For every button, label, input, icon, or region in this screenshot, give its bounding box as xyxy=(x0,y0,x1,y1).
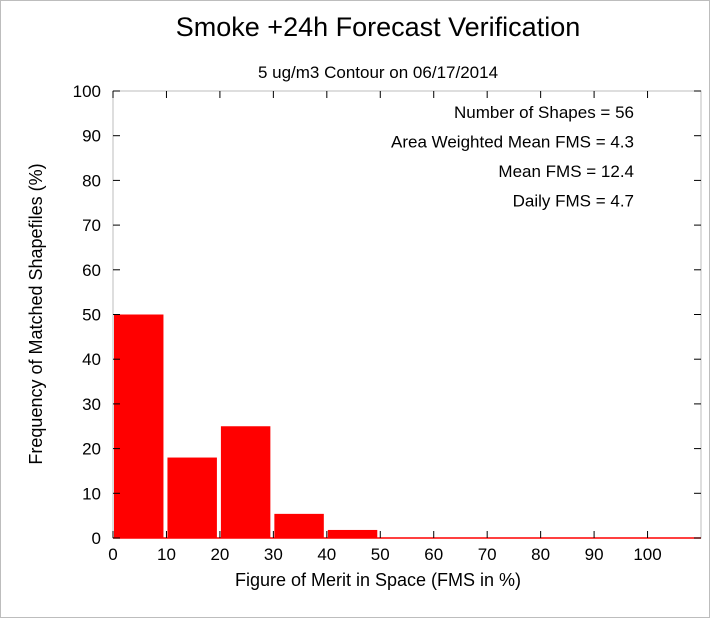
y-tick-label: 0 xyxy=(92,529,101,548)
y-tick-label: 80 xyxy=(82,171,101,190)
bars-group xyxy=(114,314,378,538)
stat-annotation: Number of Shapes = 56 xyxy=(454,103,634,122)
y-tick-label: 20 xyxy=(82,440,101,459)
y-axis-label: Frequency of Matched Shapefiles (%) xyxy=(26,163,46,464)
stats-annotations: Number of Shapes = 56 Area Weighted Mean … xyxy=(391,103,634,211)
x-tick-label: 40 xyxy=(317,545,336,564)
x-tick-label: 60 xyxy=(424,545,443,564)
chart-subtitle: 5 ug/m3 Contour on 06/17/2014 xyxy=(258,63,498,82)
x-ticks-group: 0 10 20 30 40 50 60 70 80 90 100 xyxy=(108,91,662,564)
stat-annotation: Daily FMS = 4.7 xyxy=(513,192,634,211)
y-tick-label: 30 xyxy=(82,395,101,414)
x-axis-label: Figure of Merit in Space (FMS in %) xyxy=(235,570,521,590)
histogram-bar xyxy=(167,457,217,538)
y-tick-label: 100 xyxy=(73,82,101,101)
x-tick-label: 100 xyxy=(633,545,661,564)
x-tick-label: 90 xyxy=(585,545,604,564)
x-tick-label: 70 xyxy=(478,545,497,564)
y-tick-label: 90 xyxy=(82,127,101,146)
x-tick-label: 20 xyxy=(210,545,229,564)
x-tick-label: 0 xyxy=(108,545,117,564)
y-ticks-group: 0 10 20 30 40 50 60 70 80 90 100 xyxy=(73,82,701,548)
x-tick-label: 50 xyxy=(371,545,390,564)
histogram-bar xyxy=(274,513,324,538)
x-tick-label: 80 xyxy=(531,545,550,564)
y-tick-label: 10 xyxy=(82,484,101,503)
stat-annotation: Mean FMS = 12.4 xyxy=(498,162,634,181)
stat-annotation: Area Weighted Mean FMS = 4.3 xyxy=(391,133,634,152)
x-tick-label: 10 xyxy=(157,545,176,564)
histogram-bar xyxy=(114,314,164,538)
y-tick-label: 50 xyxy=(82,306,101,325)
histogram-bar xyxy=(220,426,271,538)
chart-title: Smoke +24h Forecast Verification xyxy=(176,12,580,42)
y-tick-label: 60 xyxy=(82,261,101,280)
y-tick-label: 70 xyxy=(82,216,101,235)
x-tick-label: 30 xyxy=(264,545,283,564)
y-tick-label: 40 xyxy=(82,350,101,369)
histogram-bar xyxy=(327,529,378,538)
